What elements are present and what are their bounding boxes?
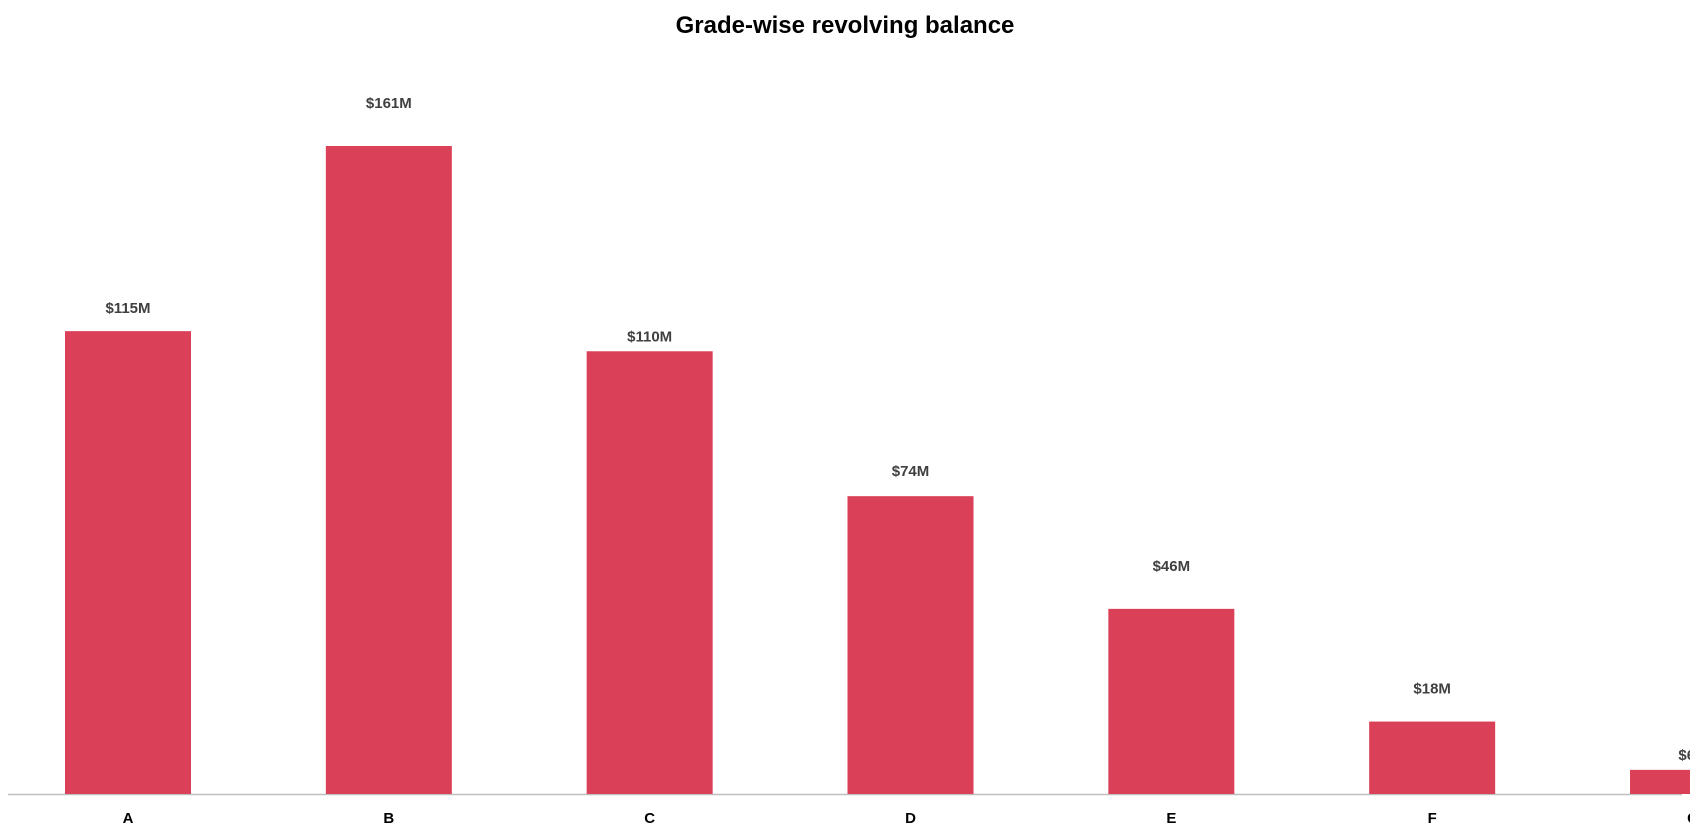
bar-a: [65, 331, 191, 794]
bar-f: [1369, 721, 1496, 794]
data-label-c: $110M: [627, 328, 672, 345]
x-tick-label-f: F: [1428, 810, 1437, 827]
data-label-e: $46M: [1153, 558, 1191, 575]
data-label-f: $18M: [1413, 681, 1451, 698]
bar-e: [1108, 608, 1235, 794]
x-tick-label-e: E: [1166, 810, 1176, 827]
x-tick-label-g: G: [1687, 810, 1690, 827]
data-label-d: $74M: [892, 463, 930, 480]
bar-b: [325, 146, 452, 794]
x-tick-label-d: D: [905, 810, 916, 827]
bar-g: [1630, 769, 1690, 794]
bar-d: [847, 496, 974, 794]
bar-c: [586, 351, 713, 794]
data-label-a: $115M: [105, 300, 150, 317]
data-label-g: $6M: [1678, 747, 1690, 764]
x-tick-label-a: A: [123, 810, 134, 827]
x-tick-label-b: B: [383, 810, 394, 827]
data-label-b: $161M: [366, 95, 412, 112]
chart-title: Grade-wise revolving balance: [675, 12, 1015, 39]
x-tick-label-c: C: [644, 810, 655, 827]
